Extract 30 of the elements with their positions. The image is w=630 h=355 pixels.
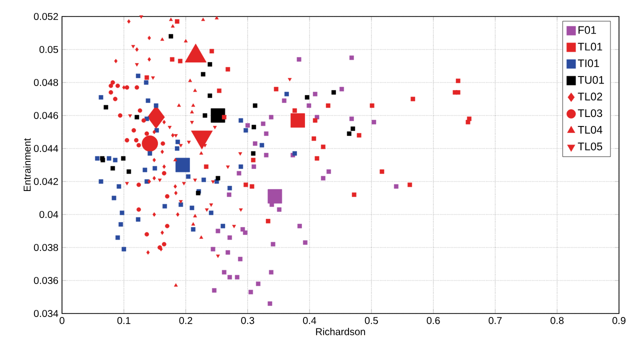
legend-label: F01	[578, 26, 596, 34]
x-tick-label: 0.7	[488, 317, 502, 324]
x-tick-label: 0.8	[550, 317, 564, 324]
x-tick-label: 0.9	[612, 317, 626, 324]
legend-label: TU01	[578, 76, 604, 84]
y-tick-label: 0.036	[34, 276, 58, 284]
legend-label: TL02	[578, 92, 602, 100]
x-tick-label: 0.2	[179, 317, 192, 324]
x-tick-label: 0.4	[303, 317, 316, 324]
legend-label: TL03	[578, 109, 602, 118]
y-tick-label: 0.034	[34, 310, 58, 318]
y-axis-title: Entrainment	[23, 138, 31, 192]
x-tick-label: 0.6	[426, 317, 440, 324]
x-axis-title: Richardson	[316, 328, 366, 336]
y-tick-label: 0.05	[39, 46, 58, 54]
x-tick-label: 0.3	[241, 317, 254, 324]
y-tick-label: 0.042	[34, 178, 58, 186]
x-tick-label: 0.5	[364, 317, 378, 324]
x-tick-label: 0.1	[117, 317, 130, 324]
y-tick-label: 0.038	[34, 244, 58, 252]
legend-label: TI01	[578, 59, 600, 68]
y-tick-label: 0.046	[34, 112, 58, 120]
y-tick-label: 0.048	[34, 78, 58, 86]
y-tick-label: 0.044	[34, 144, 58, 152]
legend-label: TL04	[578, 126, 602, 134]
legend-label: TL01	[578, 42, 602, 51]
y-tick-label: 0.04	[39, 210, 58, 218]
y-tick-label: 0.052	[34, 12, 58, 20]
x-tick-label: 0	[60, 317, 64, 324]
legend-label: TL05	[578, 142, 602, 150]
